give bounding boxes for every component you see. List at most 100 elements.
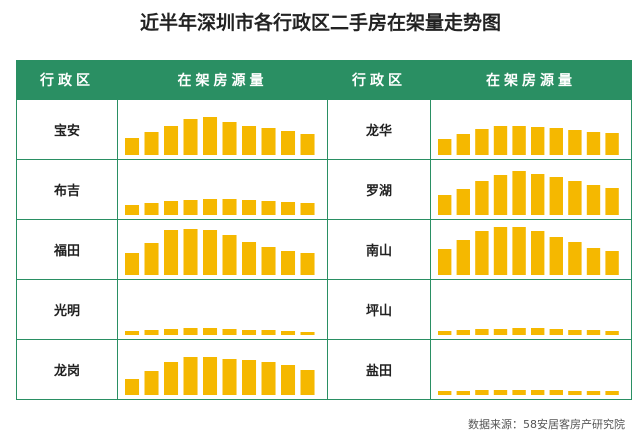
row: 宝安 龙华 <box>16 99 632 160</box>
bar <box>281 365 296 395</box>
bar <box>475 129 489 155</box>
bar <box>144 330 159 335</box>
district: 龙岗 <box>16 339 118 400</box>
bar <box>493 329 508 335</box>
chart-cell <box>430 339 632 400</box>
bar <box>586 185 601 215</box>
bar <box>605 251 619 275</box>
district: 福田 <box>16 219 118 280</box>
bar <box>183 357 198 395</box>
bar <box>568 242 582 275</box>
bar <box>203 328 218 335</box>
bar <box>183 119 198 155</box>
bar <box>144 203 159 215</box>
bar <box>281 202 296 215</box>
bar <box>586 248 601 275</box>
bar <box>438 331 452 335</box>
bar <box>164 329 179 335</box>
bar <box>203 117 218 155</box>
bar <box>144 371 159 395</box>
mini-chart <box>125 199 315 215</box>
bar <box>549 177 563 215</box>
bar <box>261 247 276 275</box>
bar <box>549 128 563 155</box>
bar <box>300 253 315 275</box>
bar <box>300 134 315 155</box>
bar <box>456 240 470 275</box>
row: 福田 南山 <box>16 219 632 280</box>
bar <box>125 205 140 215</box>
row: 光明 坪山 <box>16 279 632 340</box>
bar <box>222 122 237 155</box>
bar <box>493 227 508 275</box>
bar <box>261 362 276 395</box>
mini-chart <box>438 390 619 395</box>
bar <box>605 133 619 155</box>
bar <box>203 199 218 215</box>
bar <box>125 331 140 335</box>
bar <box>242 126 257 155</box>
bar <box>183 229 198 275</box>
bar <box>456 189 470 215</box>
chart-cell <box>117 279 328 340</box>
bar <box>456 330 470 335</box>
chart-cell <box>117 339 328 400</box>
bar <box>281 131 296 155</box>
district: 光明 <box>16 279 118 340</box>
bar <box>144 243 159 275</box>
chart-cell <box>117 99 328 160</box>
bar <box>261 330 276 335</box>
bar <box>164 201 179 215</box>
bar <box>222 359 237 395</box>
bar <box>125 379 140 395</box>
bar <box>438 249 452 275</box>
mini-chart <box>438 171 619 215</box>
chart-cell <box>430 279 632 340</box>
bar <box>242 330 257 335</box>
district: 宝安 <box>16 99 118 160</box>
bar <box>300 370 315 395</box>
bar <box>222 199 237 215</box>
bar <box>568 130 582 155</box>
bar <box>242 360 257 395</box>
mini-chart <box>125 229 315 275</box>
bar <box>281 331 296 335</box>
bar <box>438 139 452 155</box>
bar <box>512 171 526 215</box>
title: 近半年深圳市各行政区二手房在架量走势图 <box>139 12 501 34</box>
bar <box>512 390 526 395</box>
header: 行政区 <box>16 60 118 100</box>
bar <box>300 203 315 215</box>
bar <box>164 230 179 275</box>
bar <box>125 253 140 275</box>
bar <box>164 362 179 395</box>
chart-cell <box>430 219 632 280</box>
chart-cell <box>430 159 632 220</box>
bar <box>300 332 315 335</box>
table: 行政区 在架房源量 行政区 在架房源量 宝安 龙华 布吉 罗湖 福田 南山 光明 坪山 龙岗 盐田 <box>16 60 632 400</box>
mini-chart <box>125 117 315 155</box>
bar <box>568 391 582 395</box>
bar <box>531 174 545 215</box>
bar <box>531 231 545 275</box>
bar <box>586 132 601 155</box>
district: 南山 <box>327 219 431 280</box>
district: 罗湖 <box>327 159 431 220</box>
bar <box>568 181 582 215</box>
bar <box>605 391 619 395</box>
bar <box>203 357 218 395</box>
bar <box>531 390 545 395</box>
bar <box>222 329 237 335</box>
bar <box>281 251 296 275</box>
bar <box>203 230 218 275</box>
source: 数据来源：58安居客房产研究院 <box>468 418 625 431</box>
bar <box>493 175 508 215</box>
bar <box>568 330 582 335</box>
district: 坪山 <box>327 279 431 340</box>
bar <box>549 237 563 275</box>
bar <box>531 127 545 155</box>
bar <box>512 126 526 155</box>
bar <box>605 188 619 215</box>
header: 在架房源量 <box>430 60 632 100</box>
